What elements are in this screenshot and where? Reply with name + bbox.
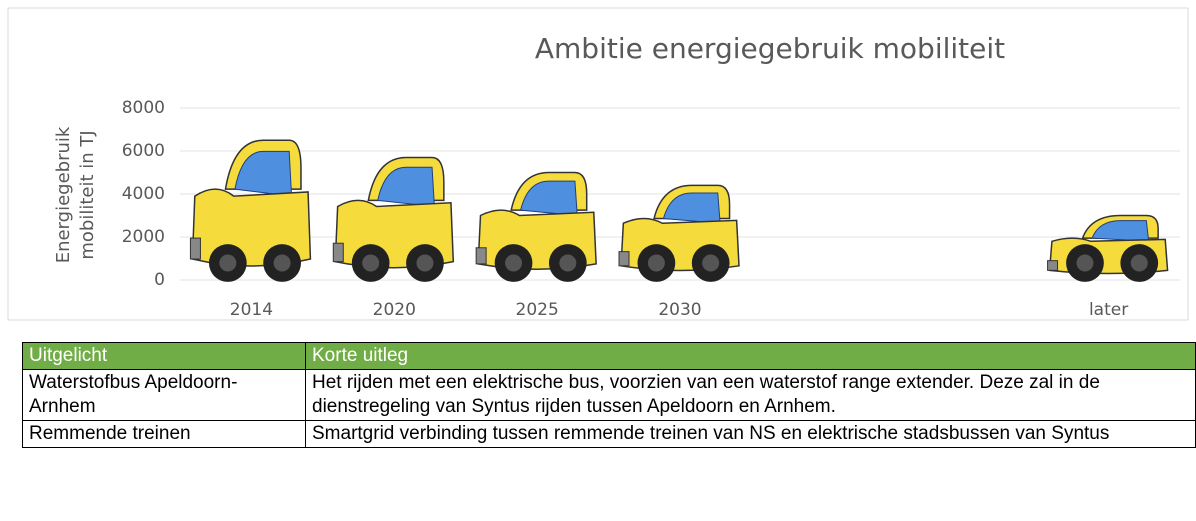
car-hub bbox=[416, 254, 434, 272]
car-hub bbox=[647, 254, 665, 272]
x-tick-label: later bbox=[1089, 300, 1128, 320]
car-bumper bbox=[189, 237, 201, 260]
y-tick-label: 6000 bbox=[122, 141, 165, 161]
header-cell: Uitgelicht bbox=[22, 342, 306, 370]
car-hub bbox=[702, 254, 720, 272]
car bbox=[332, 156, 455, 282]
car-bumper bbox=[475, 247, 487, 265]
x-tick-label: 2030 bbox=[658, 300, 701, 320]
header-cell: Korte uitleg bbox=[305, 342, 1196, 370]
x-tick-label: 2025 bbox=[516, 300, 559, 320]
chart-title: Ambitie energiegebruik mobiliteit bbox=[535, 32, 1005, 65]
car-hub bbox=[273, 254, 291, 272]
cell: Smartgrid verbinding tussen remmende tre… bbox=[305, 420, 1196, 448]
cell: Het rijden met een elektrische bus, voor… bbox=[305, 369, 1196, 421]
y-tick-label: 2000 bbox=[122, 227, 165, 247]
car-hub bbox=[559, 254, 577, 272]
car-hub bbox=[1130, 254, 1148, 272]
car bbox=[618, 184, 740, 282]
car-hub bbox=[505, 254, 523, 272]
car-hub bbox=[1076, 254, 1094, 272]
car-hub bbox=[362, 254, 380, 272]
chart-frame bbox=[7, 7, 1189, 321]
car-hub bbox=[219, 254, 237, 272]
y-axis-label: mobiliteit in TJ bbox=[77, 130, 98, 259]
car-window bbox=[520, 180, 578, 217]
y-tick-label: 0 bbox=[154, 270, 165, 290]
header-row: Uitgelicht Korte uitleg bbox=[22, 342, 1196, 370]
y-axis-label: Energiegebruik bbox=[53, 126, 74, 263]
y-tick-label: 8000 bbox=[122, 98, 165, 118]
car bbox=[475, 171, 597, 282]
car-window bbox=[1091, 220, 1150, 242]
row: Waterstofbus Apeldoorn-Arnhem Het rijden… bbox=[22, 369, 1196, 421]
row: Remmende treinen Smartgrid verbinding tu… bbox=[22, 420, 1196, 448]
car-bumper bbox=[1047, 260, 1059, 271]
car-bumper bbox=[618, 251, 630, 267]
cell: Waterstofbus Apeldoorn-Arnhem bbox=[22, 369, 306, 421]
x-tick-label: 2014 bbox=[230, 300, 273, 320]
info-table: Uitgelicht Korte uitleg Waterstofbus Ape… bbox=[22, 342, 1196, 448]
chart: Ambitie energiegebruik mobiliteit Energi… bbox=[7, 7, 1189, 321]
car-bumper bbox=[332, 242, 344, 263]
car-window bbox=[234, 150, 293, 197]
cell: Remmende treinen bbox=[22, 420, 306, 448]
car-window bbox=[377, 166, 435, 208]
car bbox=[1047, 214, 1169, 282]
car-window bbox=[662, 192, 721, 224]
y-tick-label: 4000 bbox=[122, 184, 165, 204]
x-tick-label: 2020 bbox=[373, 300, 416, 320]
car bbox=[189, 139, 312, 282]
